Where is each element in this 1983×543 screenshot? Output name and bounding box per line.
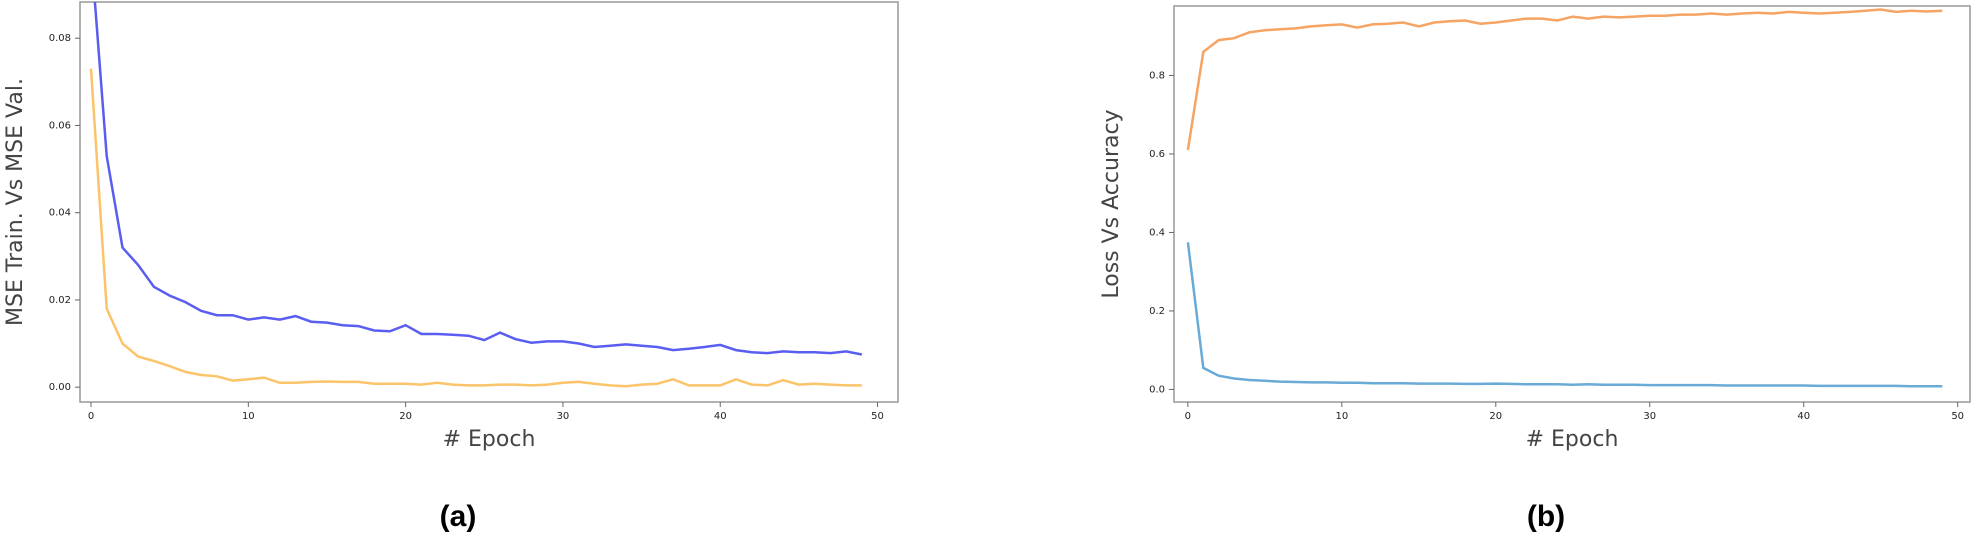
y-tick-label: 0.08 — [49, 33, 71, 44]
y-tick-label: 0.8 — [1149, 70, 1165, 81]
x-tick-label: 50 — [871, 411, 884, 422]
y-tick-label: 0.06 — [49, 120, 71, 131]
x-tick-label: 20 — [399, 411, 412, 422]
plot-frame — [1173, 5, 1971, 403]
x-tick-label: 20 — [1489, 411, 1502, 422]
y-tick-label: 0.00 — [49, 382, 71, 393]
x-tick-label: 10 — [1335, 411, 1348, 422]
caption: (b) — [1527, 500, 1565, 533]
y-axis-label: Loss Vs Accuracy — [1099, 109, 1124, 298]
y-tick-label: 0.6 — [1149, 149, 1165, 160]
x-tick-label: 0 — [88, 411, 94, 422]
x-tick-label: 10 — [242, 411, 255, 422]
x-tick-label: 40 — [714, 411, 727, 422]
x-tick-label: 0 — [1185, 411, 1191, 422]
y-axis-label: MSE Train. Vs MSE Val. — [3, 78, 28, 326]
x-tick-label: 30 — [1643, 411, 1656, 422]
y-tick-label: 0.0 — [1149, 384, 1165, 395]
plot-frame — [79, 1, 899, 403]
series-line — [93, 2, 863, 356]
x-axis-label: # Epoch — [443, 427, 536, 452]
y-tick-label: 0.4 — [1149, 227, 1165, 238]
series-line — [1186, 8, 1943, 151]
y-tick-label: 0.2 — [1149, 306, 1165, 317]
caption: (a) — [440, 500, 477, 533]
series-line — [1186, 242, 1943, 388]
y-tick-label: 0.04 — [49, 208, 71, 219]
series-line — [89, 68, 862, 388]
x-tick-label: 30 — [557, 411, 570, 422]
x-axis-label: # Epoch — [1526, 427, 1619, 452]
y-tick-label: 0.02 — [49, 295, 71, 306]
x-tick-label: 50 — [1951, 411, 1964, 422]
x-tick-label: 40 — [1797, 411, 1810, 422]
